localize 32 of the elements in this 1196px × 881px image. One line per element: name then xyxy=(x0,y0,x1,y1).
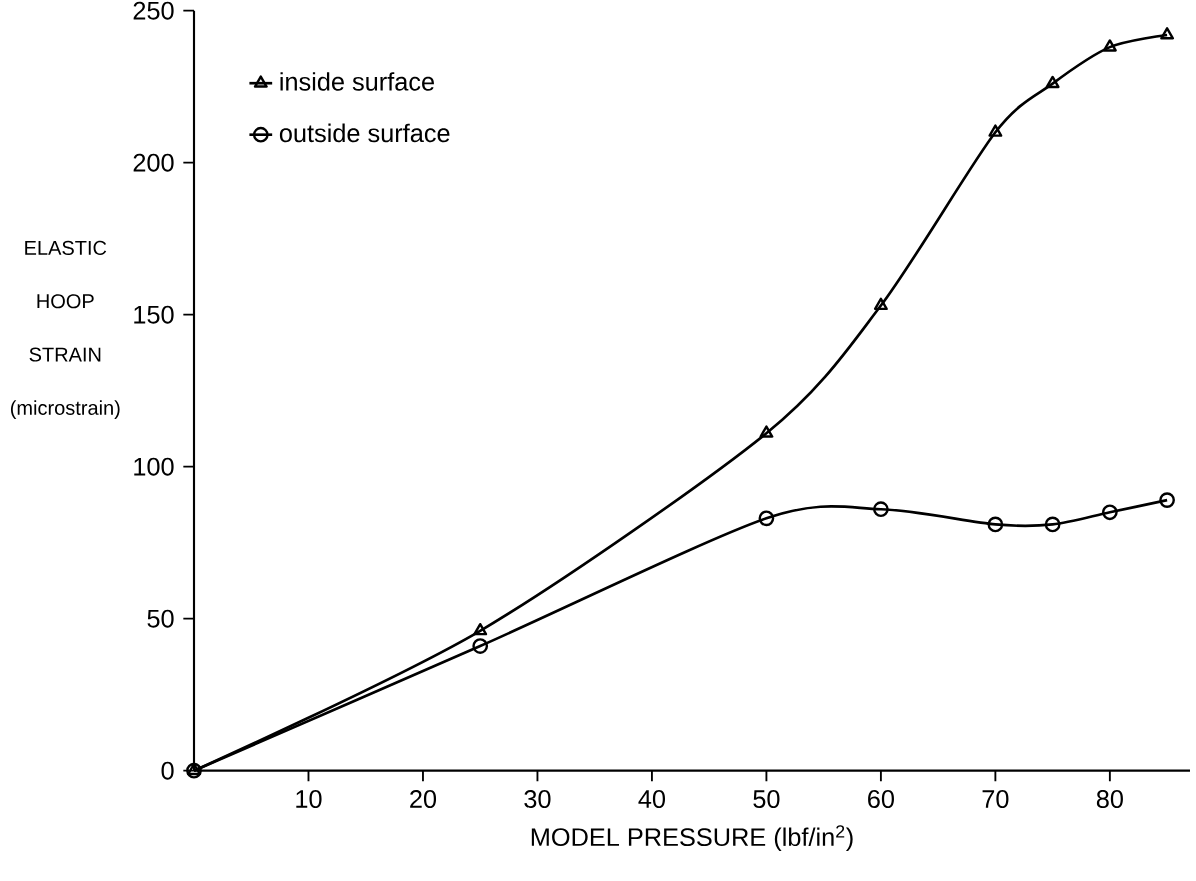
x-tick-label: 10 xyxy=(296,789,322,808)
x-tick-label: 30 xyxy=(524,789,551,808)
x-tick-label: 50 xyxy=(753,789,780,808)
x-tick-label: 80 xyxy=(1096,789,1123,808)
text: ELASTIC HOOP STRAIN (microstrain) xyxy=(10,240,120,419)
point xyxy=(987,516,1004,533)
point xyxy=(1045,75,1060,88)
point xyxy=(873,297,888,310)
y-tick-label: 150 xyxy=(134,305,174,324)
point xyxy=(473,622,488,636)
x-tick-label: 70 xyxy=(982,789,1009,808)
legend-label: inside surface xyxy=(280,71,434,91)
y-tick-label: 0 xyxy=(161,761,174,780)
point xyxy=(1159,492,1175,508)
y-tick-label: 100 xyxy=(134,457,174,476)
point xyxy=(1102,504,1118,520)
point xyxy=(873,501,889,517)
y-tick-label: 250 xyxy=(133,1,174,20)
point xyxy=(472,638,489,654)
point xyxy=(1160,26,1175,40)
point xyxy=(1044,516,1061,533)
y-tick-label: 50 xyxy=(147,609,174,628)
point xyxy=(1102,39,1117,52)
x-tick-label: 60 xyxy=(868,789,894,808)
x-axis-title: MODEL PRESSURE (lbf/in$^{2}$) xyxy=(531,824,853,851)
x-tick-label: 20 xyxy=(410,789,437,808)
point xyxy=(988,124,1003,137)
point xyxy=(758,510,775,527)
x-tick-label: 40 xyxy=(638,789,666,808)
y-tick-label: 200 xyxy=(133,153,174,172)
point xyxy=(759,425,774,438)
legend-label: outside surface xyxy=(279,123,450,143)
